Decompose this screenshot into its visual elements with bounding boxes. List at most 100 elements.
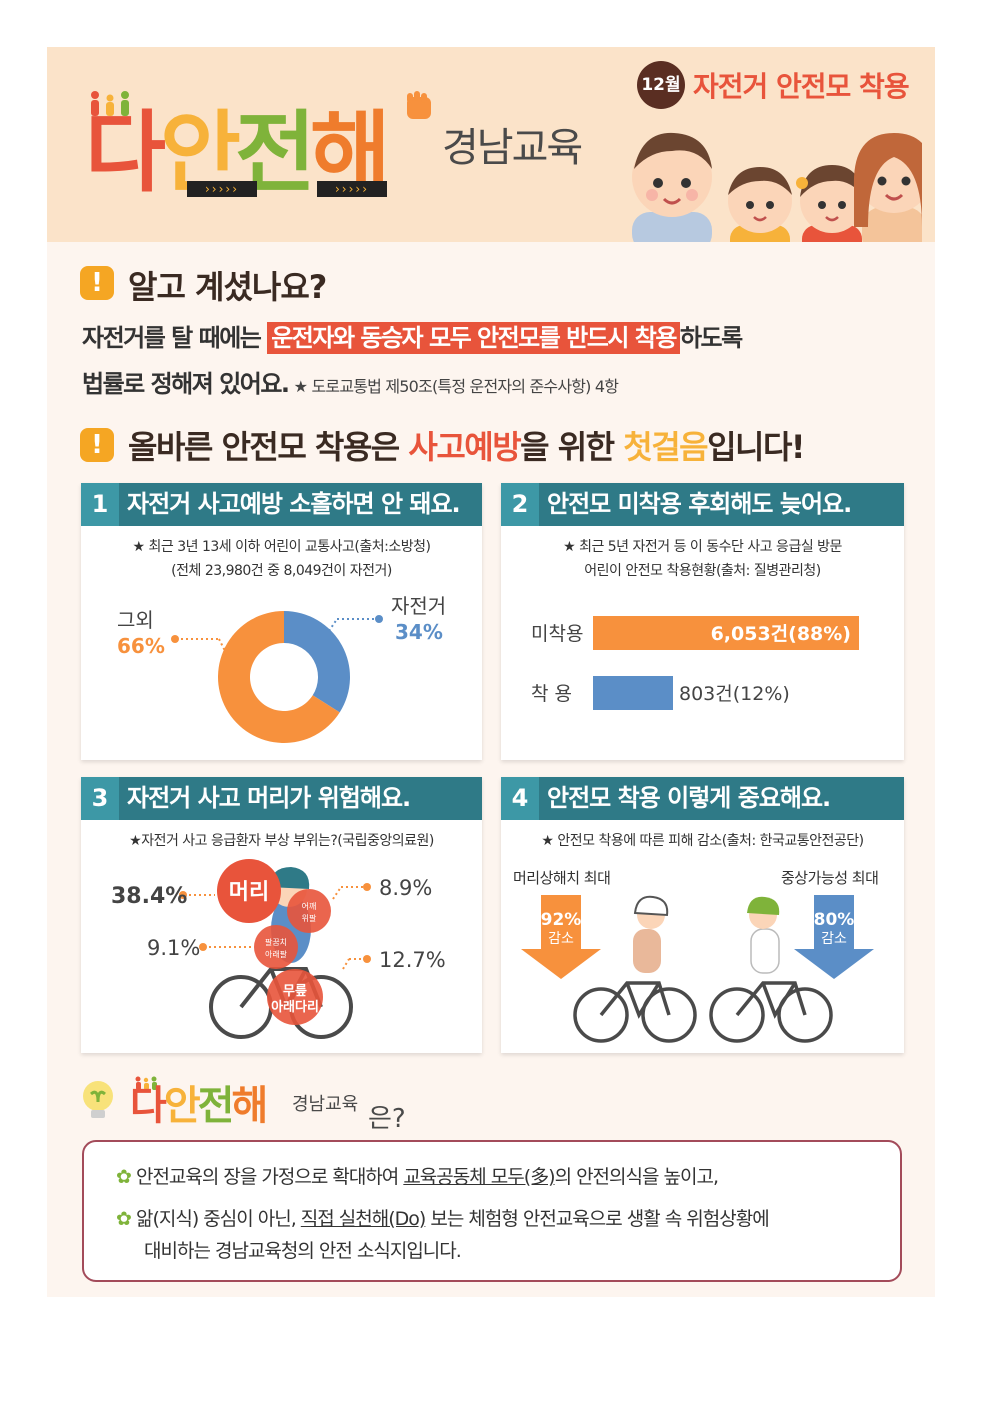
lightbulb-icon	[83, 1081, 113, 1118]
about-suffix: 은?	[368, 1104, 406, 1134]
brand-subtitle-small: 경남교육	[292, 1094, 359, 1115]
heading-accent: 사고예방	[408, 428, 521, 466]
about-bullet-2-cont: 대비하는 경남교육청의 안전 소식지입니다.	[144, 1240, 462, 1262]
stat-pct: 80%	[814, 910, 855, 930]
brand-char: 안	[163, 1083, 201, 1129]
bullet-emphasis: 직접 실천해(Do)	[300, 1208, 427, 1230]
card-header: 2 안전모 미착용 후회해도 늦어요.	[501, 483, 904, 526]
card-number: 1	[81, 483, 119, 526]
bar-chart: 미착용 6,053건(88%) 착 용 803건(12%)	[531, 616, 859, 710]
card-header: 1 자전거 사고예방 소홀하면 안 돼요.	[81, 483, 482, 526]
bar-value-label: 803건(12%)	[679, 683, 790, 705]
brand-char: 다	[85, 101, 166, 204]
family-logo-icon	[91, 91, 129, 116]
pct-shoulder: 8.9%	[379, 876, 432, 900]
pct-arm: 9.1%	[147, 936, 200, 960]
part-label-line: 위팔	[302, 913, 317, 923]
clover-icon: ✿	[116, 1208, 132, 1230]
pct-leg: 12.7%	[379, 948, 446, 972]
heading-accent: 첫걸음	[623, 428, 708, 466]
pct-head: 38.4%	[111, 884, 187, 909]
card-header: 3 자전거 사고 머리가 위험해요.	[81, 777, 482, 820]
section1-heading: 알고 계셨나요?	[128, 268, 327, 306]
topic-title: 자전거 안전모 착용	[693, 70, 910, 103]
slice-value: 66%	[117, 634, 165, 658]
donut-slice	[284, 611, 350, 713]
alert-icon: !	[80, 266, 114, 300]
card-head-injury: 3 자전거 사고 머리가 위험해요. ★자전거 사고 응급환자 부상 부위는?(…	[81, 777, 482, 1053]
alert-icon: !	[80, 428, 114, 462]
bar-category-label: 착 용	[531, 683, 572, 705]
brand-logo-small: 다안전해	[130, 1083, 268, 1129]
card-header: 4 안전모 착용 이렇게 중요해요.	[501, 777, 904, 820]
part-label-head: 머리	[229, 880, 269, 905]
card-note: ★ 안전모 착용에 따른 피해 감소(출처: 한국교통안전공단)	[541, 833, 864, 849]
law-highlight: 운전자와 동승자 모두 안전모를 반드시 착용	[267, 322, 680, 354]
chevron-strip-icon: ›››››	[187, 181, 257, 197]
family-logo-icon	[135, 1076, 157, 1090]
part-label-line: 아래팔	[265, 949, 288, 959]
family-illustration	[632, 132, 922, 242]
card-number: 3	[81, 777, 119, 820]
card-helmet-importance: 4 안전모 착용 이렇게 중요해요. ★ 안전모 착용에 따른 피해 감소(출처…	[501, 777, 904, 1053]
law-reference: ★ 도로교통법 제50조(특정 운전자의 준수사항) 4항	[293, 377, 619, 396]
down-arrow-icon	[521, 895, 601, 979]
brand-subtitle: 경남교육	[442, 125, 583, 171]
card-number: 2	[501, 483, 539, 526]
chevron-strip-icon: ›››››	[317, 181, 387, 197]
brand-char: 해	[231, 1083, 268, 1129]
bullet-text: 의 안전의식을 높이고,	[554, 1166, 719, 1188]
part-label-leg: 무릎 아래다리	[271, 984, 319, 1015]
law-text: 법률로 정해져 있어요.	[82, 370, 290, 398]
header-banner: 다안전해 ››››› ››››› 경남교육 12월 자전거 안전모 착용	[47, 47, 935, 242]
helmet-effect-illustration: 92% 감소 80% 감소	[521, 895, 874, 1043]
donut-chart: 그외 66% 자전거 34%	[117, 594, 446, 743]
donut-slice	[218, 611, 340, 743]
clover-icon: ✿	[116, 1166, 132, 1188]
card-note: ★자전거 사고 응급환자 부상 부위는?(국립중앙의료원)	[129, 833, 434, 849]
card-helmet-usage: 2 안전모 미착용 후회해도 늦어요. ★ 최근 5년 자전거 등 이 동수단 …	[501, 483, 904, 760]
section2-heading: 올바른 안전모 착용은 사고예방을 위한 첫걸음입니다!	[128, 422, 806, 468]
about-bullet-1: ✿ 안전교육의 장을 가정으로 확대하여 교육공동체 모두(多)의 안전의식을 …	[116, 1162, 719, 1189]
card-title: 안전모 미착용 후회해도 늦어요.	[547, 490, 852, 518]
card-title: 자전거 사고예방 소홀하면 안 돼요.	[127, 490, 461, 518]
card-title: 안전모 착용 이렇게 중요해요.	[547, 784, 831, 812]
down-arrow-icon	[794, 895, 874, 979]
card-note: (전체 23,980건 중 8,049건이 자전거)	[171, 563, 392, 579]
stat-pct: 92%	[541, 910, 582, 930]
card-note: ★ 최근 5년 자전거 등 이 동수단 사고 응급실 방문	[563, 539, 842, 555]
bar	[593, 616, 859, 650]
law-line-2: 법률로 정해져 있어요. ★ 도로교통법 제50조(특정 운전자의 준수사항) …	[82, 364, 619, 399]
bar	[593, 676, 673, 710]
law-line-1: 자전거를 탈 때에는 운전자와 동승자 모두 안전모를 반드시 착용 하도록	[82, 318, 743, 354]
part-label-line: 팔꿈치	[265, 937, 287, 947]
card-note: ★ 최근 3년 13세 이하 어린이 교통사고(출처:소방청)	[132, 539, 431, 555]
part-label-line: 어깨	[302, 901, 317, 911]
about-box: ✿ 안전교육의 장을 가정으로 확대하여 교육공동체 모두(多)의 안전의식을 …	[82, 1140, 902, 1282]
card-title: 자전거 사고 머리가 위험해요.	[127, 784, 411, 812]
brand-char: 전	[197, 1083, 235, 1129]
brand-char: 다	[130, 1083, 167, 1129]
slice-label: 자전거	[391, 594, 446, 618]
fist-icon	[407, 91, 431, 119]
card-number: 4	[501, 777, 539, 820]
bullet-text: 보는 체험형 안전교육으로 생활 속 위험상황에	[425, 1208, 769, 1230]
bullet-text: 앎(지식) 중심이 아닌,	[135, 1208, 301, 1230]
part-label-line: 무릎	[283, 984, 307, 999]
bullet-emphasis: 교육공동체 모두(多)	[403, 1166, 555, 1188]
slice-label: 그외	[117, 608, 154, 632]
bar-value-label: 6,053건(88%)	[711, 623, 851, 645]
part-label-line: 아래다리	[271, 999, 319, 1015]
heading-text: 올바른 안전모 착용은	[128, 428, 409, 466]
about-bullet-2: ✿ 앎(지식) 중심이 아닌, 직접 실천해(Do) 보는 체험형 안전교육으로…	[116, 1204, 770, 1231]
law-text: 하도록	[679, 324, 743, 352]
bar-category-label: 미착용	[531, 623, 583, 645]
stat-word: 감소	[548, 931, 574, 947]
card-accident-prevention: 1 자전거 사고예방 소홀하면 안 돼요. ★ 최근 3년 13세 이하 어린이…	[81, 483, 482, 760]
card-note: 어린이 안전모 착용현황(출처: 질병관리청)	[584, 563, 821, 579]
stat-label: 중상가능성 최대	[781, 869, 879, 887]
bullet-text: 안전교육의 장을 가정으로 확대하여	[135, 1166, 404, 1188]
